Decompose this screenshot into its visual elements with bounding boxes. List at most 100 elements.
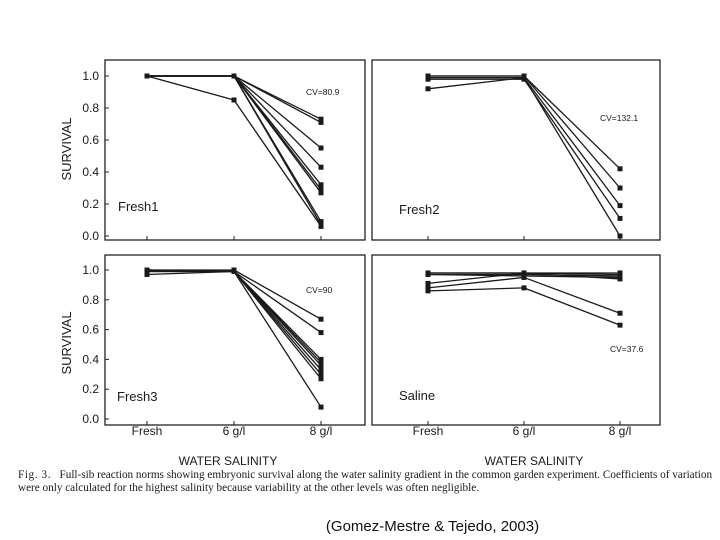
data-point-fresh2 <box>617 166 623 172</box>
series-line-fresh1 <box>147 75 322 149</box>
panel-frame-fresh2 <box>371 59 661 241</box>
series-line-fresh3 <box>147 270 322 334</box>
series-line-fresh1 <box>147 75 322 194</box>
data-point-fresh2 <box>617 215 623 221</box>
data-point-saline <box>521 285 527 291</box>
cv-annotation-saline: CV=37.6 <box>610 344 644 354</box>
data-point-saline <box>521 270 527 276</box>
series-line-fresh1 <box>147 75 322 168</box>
panels-group: 0.0 0.2 0.4 0.6 0.8 1.0 Fresh1 CV=80.9 Fresh2 CV=… <box>82 59 661 438</box>
data-point-fresh1 <box>231 73 237 79</box>
y-tick-label-fresh3: 0.0 <box>82 412 99 426</box>
data-point-fresh3 <box>318 330 324 336</box>
data-point-saline <box>425 288 431 294</box>
data-point-fresh3 <box>318 371 324 377</box>
data-point-saline <box>617 322 623 328</box>
data-point-fresh3 <box>318 362 324 368</box>
data-point-saline <box>617 310 623 316</box>
x-axis-label-left: WATER SALINITY <box>179 454 278 468</box>
panel-title-saline: Saline <box>399 388 435 403</box>
cv-annotation-fresh1: CV=80.9 <box>306 87 340 97</box>
data-point-fresh3 <box>144 271 150 277</box>
series-line-fresh3 <box>147 269 322 320</box>
series-line-fresh3 <box>146 269 322 363</box>
x-tick-label-saline: 6 g/l <box>513 424 536 438</box>
panel-title-fresh3: Fresh3 <box>117 389 157 404</box>
series-line-saline <box>427 276 621 314</box>
panel-frame-saline <box>371 254 661 426</box>
y-tick-label-fresh1: 1.0 <box>82 69 99 83</box>
citation: (Gomez-Mestre & Tejedo, 2003) <box>325 518 540 535</box>
series-line-fresh3 <box>146 269 322 380</box>
data-point-fresh2 <box>617 203 623 209</box>
series-line-fresh3 <box>146 269 322 408</box>
y-tick-label-fresh3: 0.8 <box>82 293 99 307</box>
series-line-fresh3 <box>146 270 322 375</box>
data-point-fresh1 <box>318 182 324 188</box>
data-point-fresh3 <box>144 267 150 273</box>
series-line-fresh2 <box>428 75 621 189</box>
panel-frame-fresh1 <box>104 59 366 241</box>
data-point-saline <box>425 280 431 286</box>
y-axis-label-bottom: SURVIVAL <box>59 311 74 374</box>
data-point-saline <box>425 285 431 291</box>
data-point-fresh3 <box>318 316 324 322</box>
y-tick-label-fresh1: 0.6 <box>82 133 99 147</box>
data-point-fresh1 <box>318 119 324 125</box>
data-point-fresh3 <box>318 359 324 365</box>
data-point-fresh2 <box>617 233 623 239</box>
data-point-fresh1 <box>318 164 324 170</box>
y-tick-label-fresh3: 0.2 <box>82 382 99 396</box>
x-tick-label-fresh3: Fresh <box>132 424 163 438</box>
data-point-fresh1 <box>318 190 324 196</box>
data-point-fresh1 <box>318 219 324 225</box>
data-point-fresh1 <box>318 187 324 193</box>
data-point-fresh3 <box>231 268 237 274</box>
data-point-saline <box>617 276 623 282</box>
x-axis-label-right: WATER SALINITY <box>485 454 584 468</box>
x-tick-label-saline: Fresh <box>413 424 444 438</box>
series-line-saline <box>427 287 621 326</box>
caption-text: Full-sib reaction norms showing embryoni… <box>18 469 713 494</box>
x-tick-label-fresh3: 6 g/l <box>223 424 246 438</box>
y-tick-label-fresh3: 0.6 <box>82 323 99 337</box>
figure-caption: Fig. 3. Full-sib reaction norms showing … <box>18 469 714 495</box>
data-point-fresh3 <box>318 367 324 373</box>
y-tick-label-fresh1: 0.2 <box>82 197 99 211</box>
x-tick-label-saline: 8 g/l <box>609 424 632 438</box>
data-point-fresh1 <box>318 145 324 151</box>
series-line-fresh1 <box>147 75 322 190</box>
panel-title-fresh2: Fresh2 <box>399 202 439 217</box>
data-point-fresh1 <box>144 73 150 79</box>
data-point-fresh1 <box>231 97 237 103</box>
data-point-fresh2 <box>425 76 431 82</box>
x-tick-label-fresh3: 8 g/l <box>310 424 333 438</box>
y-axis-label-top: SURVIVAL <box>59 117 74 180</box>
caption-label: Fig. 3. <box>18 469 52 481</box>
y-tick-label-fresh1: 0.4 <box>82 165 99 179</box>
data-point-fresh3 <box>318 376 324 382</box>
series-line-fresh1 <box>147 75 322 186</box>
y-tick-label-fresh3: 0.4 <box>82 352 99 366</box>
panel-title-fresh1: Fresh1 <box>118 199 158 214</box>
data-point-fresh2 <box>617 185 623 191</box>
cv-annotation-fresh3: CV=90 <box>306 285 332 295</box>
data-point-saline <box>425 271 431 277</box>
data-point-fresh2 <box>521 75 527 81</box>
data-point-fresh1 <box>318 116 324 122</box>
data-point-fresh2 <box>425 86 431 92</box>
data-point-fresh3 <box>318 356 324 362</box>
cv-annotation-fresh2: CV=132.1 <box>600 113 638 123</box>
series-line-fresh3 <box>147 270 322 366</box>
y-tick-label-fresh1: 0.8 <box>82 101 99 115</box>
y-tick-label-fresh3: 1.0 <box>82 263 99 277</box>
data-point-fresh3 <box>318 404 324 410</box>
series-line-fresh2 <box>427 76 621 237</box>
y-tick-label-fresh1: 0.0 <box>82 229 99 243</box>
panel-frame-fresh3 <box>104 254 366 426</box>
series-line-fresh3 <box>146 269 322 371</box>
data-point-fresh1 <box>318 223 324 229</box>
data-point-saline <box>521 274 527 280</box>
series-line-fresh2 <box>428 78 621 219</box>
